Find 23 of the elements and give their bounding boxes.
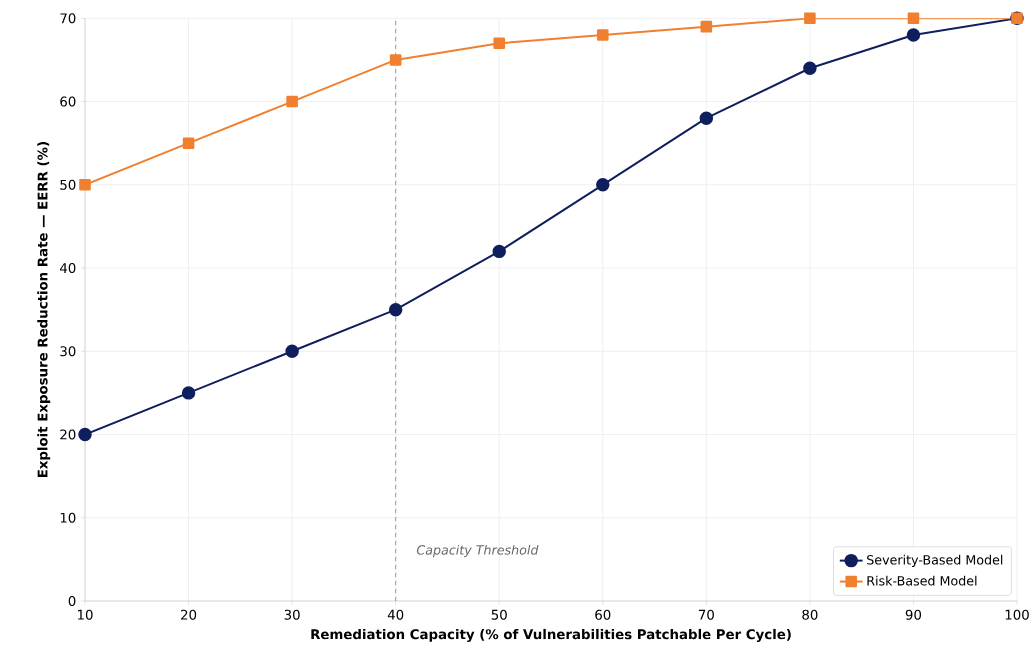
legend-label: Risk-Based Model <box>867 575 977 586</box>
y-tick-label: 10 <box>60 512 76 523</box>
x-tick-label: 30 <box>284 609 300 620</box>
x-tick-label: 90 <box>905 609 922 620</box>
y-tick-label: 30 <box>60 346 76 357</box>
x-tick-label: 100 <box>1005 609 1029 620</box>
y-tick-label: 70 <box>60 13 76 24</box>
x-tick-label: 10 <box>77 609 93 620</box>
y-tick-label: 50 <box>60 179 76 190</box>
x-tick-label: 70 <box>698 609 714 620</box>
y-tick-label: 0 <box>68 595 76 607</box>
x-tick-label: 50 <box>491 609 507 620</box>
y-tick-label: 20 <box>60 429 76 440</box>
ref-line-label: Capacity Threshold <box>416 544 539 558</box>
x-axis-title: Remediation Capacity (% of Vulnerabilities Patchable Per Cycle) <box>311 628 791 642</box>
y-tick-label: 40 <box>59 262 76 274</box>
x-tick-label: 80 <box>802 609 818 620</box>
y-axis-title: Exploit Exposure Reduction Rate — EERR (%) <box>37 142 51 478</box>
y-tick-label: 60 <box>60 96 76 107</box>
legend-label: Severity-Based Model <box>867 554 1003 568</box>
x-tick-label: 60 <box>595 609 611 620</box>
x-tick-label: 20 <box>181 609 197 620</box>
x-tick-label: 40 <box>387 609 404 620</box>
